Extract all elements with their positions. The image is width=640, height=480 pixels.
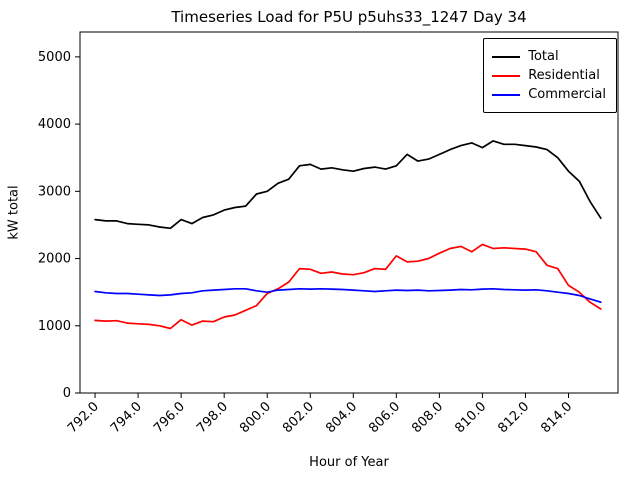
svg-text:796.0: 796.0 <box>151 399 188 436</box>
legend-label-total: Total <box>528 49 559 64</box>
legend-label-commercial: Commercial <box>528 87 606 102</box>
svg-text:792.0: 792.0 <box>65 399 102 436</box>
svg-text:810.0: 810.0 <box>452 399 489 436</box>
x-axis-label: Hour of Year <box>309 455 389 470</box>
svg-text:5000: 5000 <box>38 50 71 65</box>
legend: Total Residential Commercial <box>483 38 617 113</box>
svg-text:794.0: 794.0 <box>108 399 145 436</box>
svg-text:802.0: 802.0 <box>280 399 317 436</box>
svg-text:812.0: 812.0 <box>495 399 532 436</box>
residential-line-sample-icon <box>492 74 521 77</box>
svg-text:4000: 4000 <box>38 117 71 132</box>
commercial-line-sample-icon <box>492 93 521 96</box>
svg-text:2000: 2000 <box>38 252 71 267</box>
svg-text:1000: 1000 <box>38 319 71 334</box>
svg-text:806.0: 806.0 <box>366 399 403 436</box>
chart-title: Timeseries Load for P5U p5uhs33_1247 Day… <box>171 8 527 26</box>
total-line-sample-icon <box>492 55 521 58</box>
svg-text:3000: 3000 <box>38 184 71 199</box>
legend-item-total: Total <box>492 49 606 64</box>
svg-text:800.0: 800.0 <box>237 399 274 436</box>
legend-label-residential: Residential <box>528 68 600 83</box>
svg-text:798.0: 798.0 <box>194 399 231 436</box>
legend-item-commercial: Commercial <box>492 87 606 102</box>
svg-text:808.0: 808.0 <box>409 399 446 436</box>
svg-text:804.0: 804.0 <box>323 399 360 436</box>
y-axis-label: kW total <box>6 185 22 240</box>
svg-text:814.0: 814.0 <box>538 399 575 436</box>
svg-text:0: 0 <box>63 386 71 401</box>
legend-item-residential: Residential <box>492 68 606 83</box>
